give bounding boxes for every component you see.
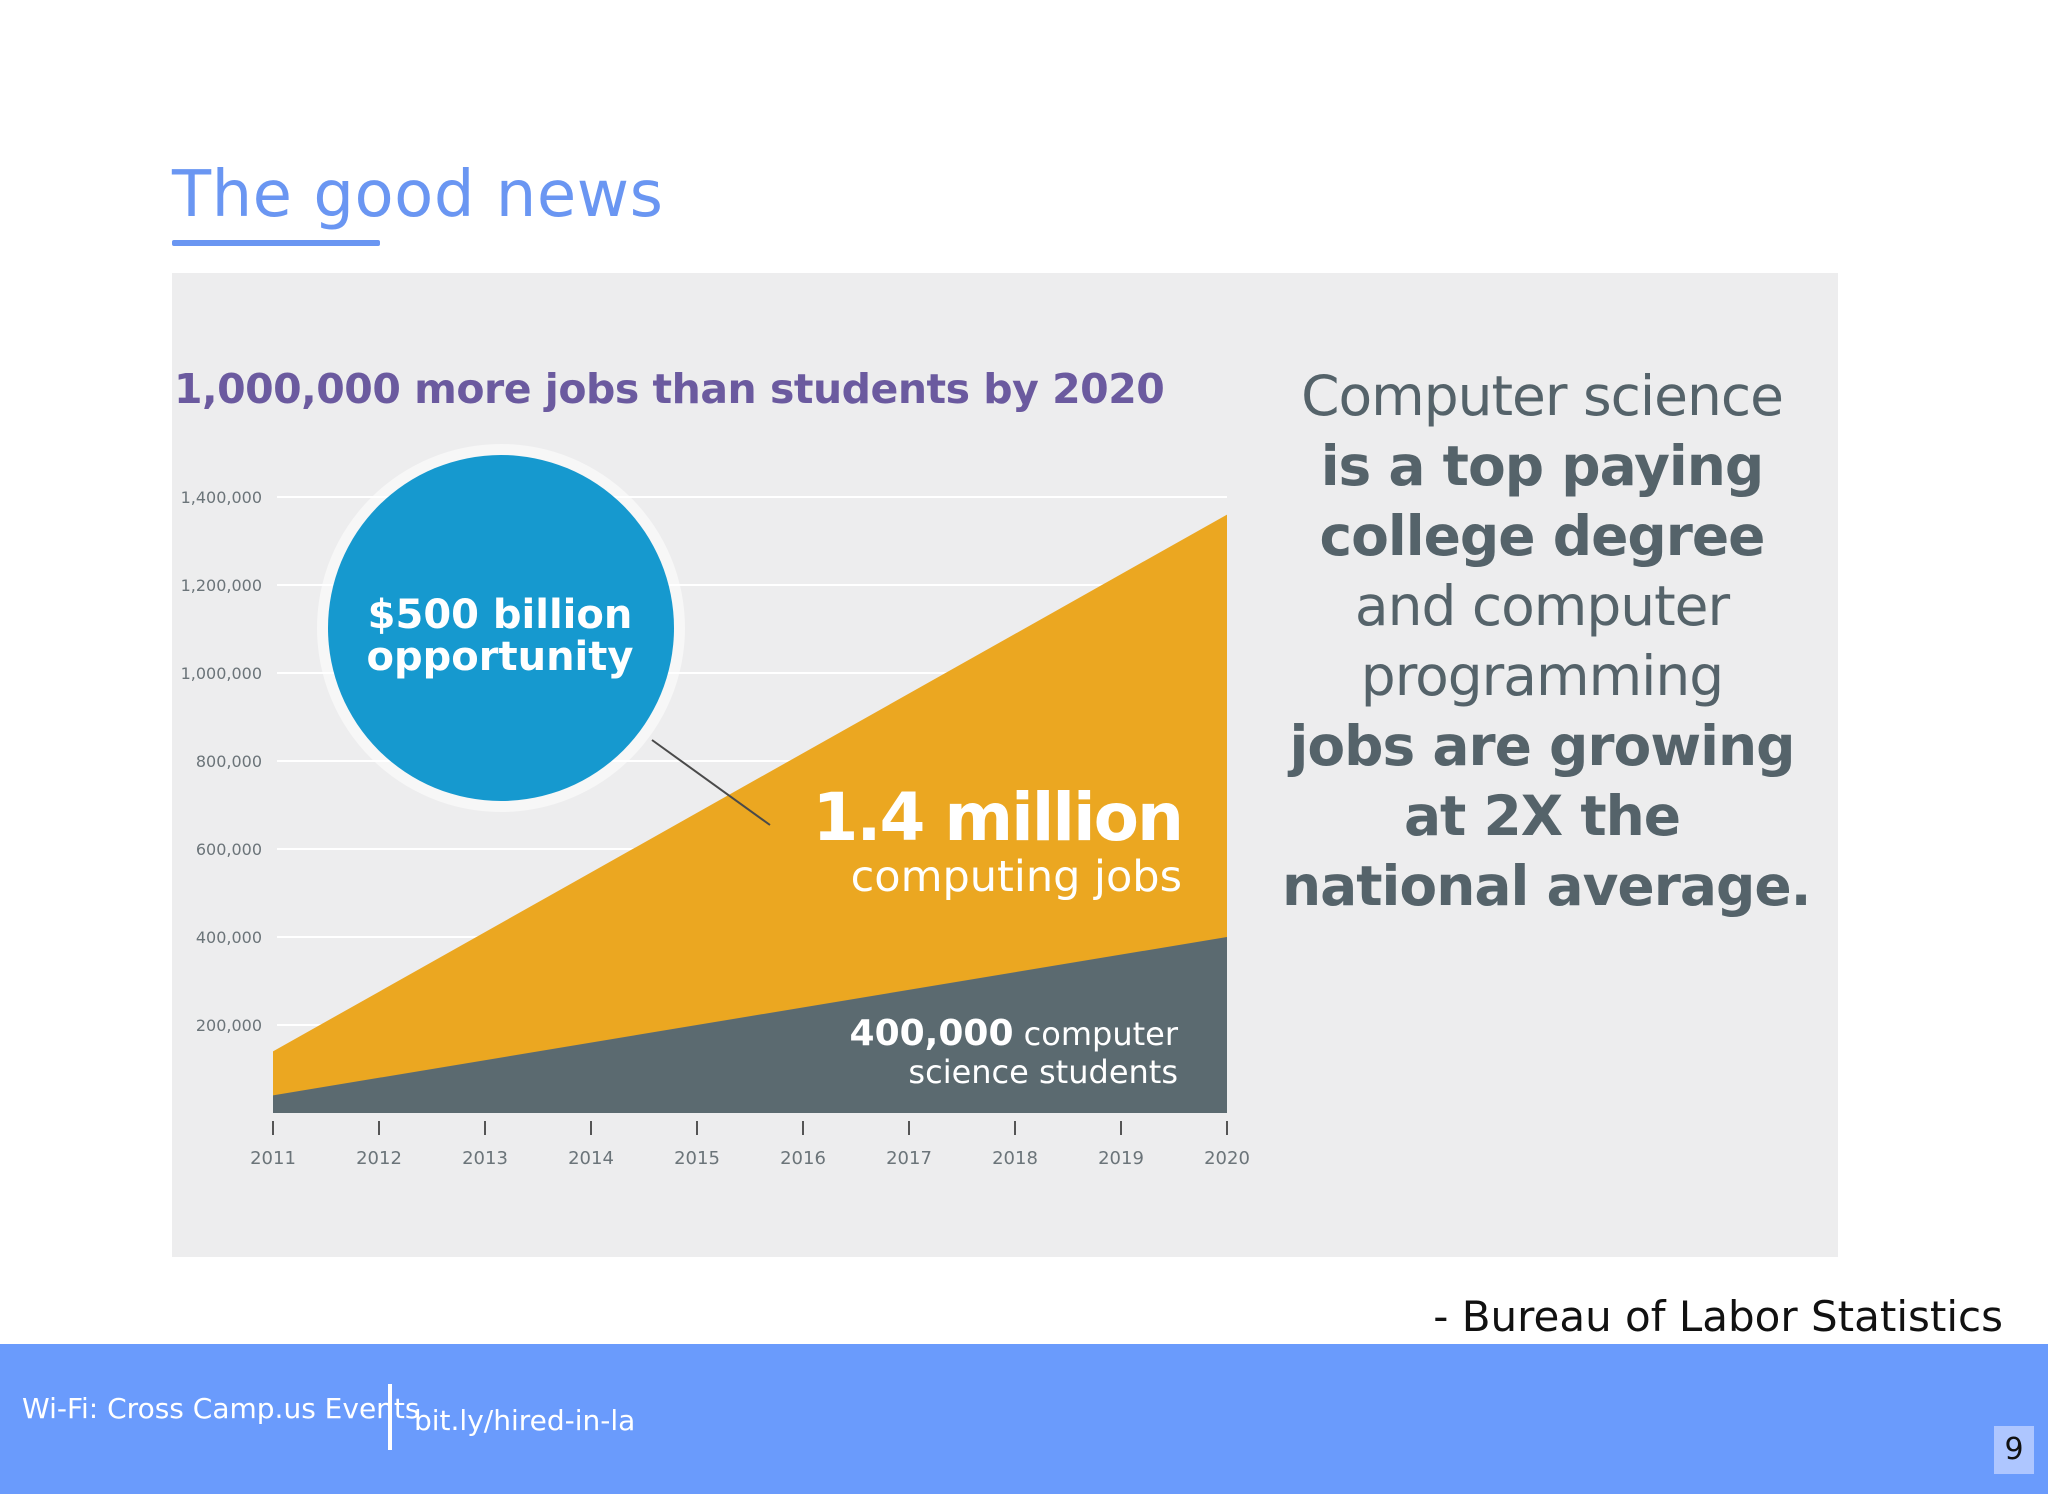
side-line-8: national average.	[1282, 854, 1812, 918]
wifi-info: Wi-Fi: Cross Camp.us Events	[22, 1392, 420, 1425]
infographic-panel: 200,000 400,000 600,000 800,000 1,000,000 1,2…	[172, 273, 1838, 1257]
page-number: 9	[1994, 1426, 2034, 1474]
area-computer-science-students	[273, 937, 1227, 1113]
x-tick-label: 2011	[250, 1148, 296, 1169]
side-line-3: college degree	[1319, 504, 1766, 568]
jobs-desc-label: computing jobs	[851, 852, 1182, 902]
side-line-2: is a top paying	[1320, 434, 1765, 498]
opportunity-bubble	[328, 455, 674, 801]
x-tick-label: 2013	[462, 1148, 508, 1169]
side-line-5: programming	[1360, 644, 1724, 708]
y-tick-label: 600,000	[196, 840, 262, 859]
students-desc: computer	[1014, 1015, 1179, 1053]
title-underline	[172, 240, 380, 246]
area-computing-jobs	[273, 514, 1227, 1113]
footer-bar: Wi-Fi: Cross Camp.us Events bit.ly/hired…	[0, 1344, 2048, 1494]
bubble-pointer	[651, 739, 771, 826]
bubble-amount: $500 billion	[368, 592, 633, 638]
y-tick-label: 800,000	[196, 752, 262, 771]
x-tick-label: 2018	[992, 1148, 1038, 1169]
x-tick-label: 2020	[1204, 1148, 1250, 1169]
students-count: 400,000	[850, 1013, 1014, 1054]
bubble-label: opportunity	[367, 634, 634, 680]
side-line-4: and computer	[1354, 574, 1730, 638]
event-link[interactable]: bit.ly/hired-in-la	[414, 1404, 636, 1437]
side-line-7: at 2X the	[1403, 784, 1681, 848]
footer-divider	[388, 1384, 392, 1450]
students-label: 400,000 computer	[850, 1013, 1179, 1054]
students-desc-line2: science students	[908, 1053, 1178, 1091]
y-tick-label: 400,000	[196, 928, 262, 947]
x-tick-label: 2015	[674, 1148, 720, 1169]
x-tick-label: 2019	[1098, 1148, 1144, 1169]
x-tick-label: 2012	[356, 1148, 402, 1169]
side-line-1: Computer science	[1301, 364, 1784, 428]
y-tick-label: 200,000	[196, 1016, 262, 1035]
source-attribution: - Bureau of Labor Statistics	[1433, 1292, 2003, 1341]
x-tick-label: 2017	[886, 1148, 932, 1169]
y-tick-label: 1,200,000	[181, 576, 262, 595]
infographic-headline: 1,000,000 more jobs than students by 202…	[174, 365, 1165, 413]
x-tick-label: 2016	[780, 1148, 826, 1169]
jobs-total-label: 1.4 million	[813, 779, 1183, 856]
jobs-vs-students-chart: 200,000 400,000 600,000 800,000 1,000,000 1,2…	[181, 444, 1250, 1169]
y-tick-label: 1,000,000	[181, 664, 262, 683]
side-line-6: jobs are growing	[1289, 714, 1795, 778]
slide-title: The good news	[172, 158, 664, 232]
x-tick-label: 2014	[568, 1148, 614, 1169]
side-statement: Computer science is a top paying college…	[1282, 361, 1812, 921]
y-tick-label: 1,400,000	[181, 488, 262, 507]
